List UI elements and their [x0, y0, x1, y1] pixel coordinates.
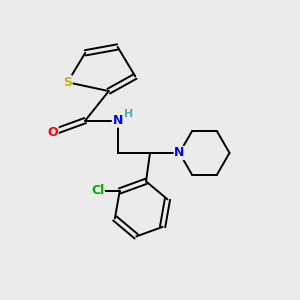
- Text: H: H: [124, 109, 134, 119]
- Text: O: O: [47, 126, 58, 139]
- Text: N: N: [112, 114, 123, 127]
- Text: N: N: [174, 146, 184, 159]
- Text: S: S: [63, 76, 72, 89]
- Text: Cl: Cl: [91, 184, 104, 197]
